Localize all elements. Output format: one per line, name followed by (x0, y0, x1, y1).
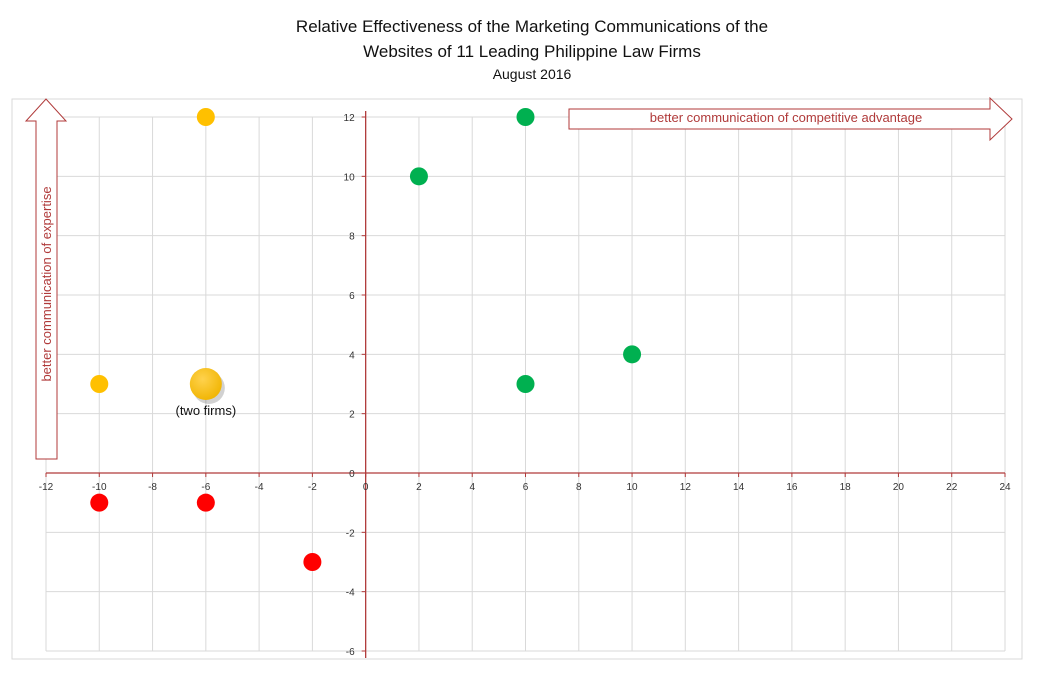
direction-arrows: better communication of competitive adva… (24, 96, 1013, 460)
y-tick-label: -4 (346, 588, 355, 599)
x-tick-label: 22 (946, 482, 958, 493)
y-tick-label: 0 (349, 469, 355, 480)
x-tick-label: 8 (576, 482, 582, 493)
x-tick-label: -6 (201, 482, 210, 493)
y-tick-label: 8 (349, 232, 355, 243)
y-tick-label: 4 (349, 350, 355, 361)
x-tick-label: 24 (999, 482, 1011, 493)
data-point-red (196, 493, 215, 512)
y-tick-label: 12 (344, 113, 356, 124)
data-point-green (409, 167, 428, 186)
chart-subtitle: August 2016 (492, 66, 572, 82)
x-tick-label: 0 (363, 482, 369, 493)
data-point-green (623, 345, 642, 364)
data-points: (two firms) (90, 108, 642, 571)
axes (45, 111, 1006, 658)
y-tick-label: -6 (346, 647, 355, 658)
x-tick-label: 10 (626, 482, 638, 493)
x-tick-label: 4 (469, 482, 475, 493)
data-point-yellow (196, 108, 215, 126)
data-point-red (90, 493, 109, 512)
x-tick-label: 16 (786, 482, 798, 493)
x-tick-label: 18 (840, 482, 852, 493)
x-tick-label: 2 (416, 482, 422, 493)
data-point-red (303, 553, 322, 571)
x-tick-label: 20 (893, 482, 905, 493)
x-tick-label: -4 (255, 482, 264, 493)
tick-labels: -12 -10 -8 -6 -4 -2 0 2 4 6 8 10 12 14 16 18 20 22 24-6-4-… (39, 113, 1011, 658)
point-annotation: (two firms) (175, 403, 236, 418)
data-point-large (189, 368, 222, 400)
x-tick-label: 12 (680, 482, 692, 493)
data-point-yellow (90, 375, 109, 393)
vertical-arrow-shape (24, 98, 68, 460)
y-tick-label: 2 (349, 410, 355, 421)
x-tick-label: -8 (148, 482, 157, 493)
y-tick-label: 6 (349, 291, 355, 302)
y-tick-label: 10 (344, 172, 356, 183)
vertical-arrow-label: better communication of expertise (39, 186, 54, 381)
x-tick-label: 14 (733, 482, 745, 493)
horizontal-arrow-label: better communication of competitive adva… (650, 110, 922, 125)
chart-title-block: Relative Effectiveness of the Marketing … (0, 14, 1042, 84)
y-tick-label: -2 (346, 528, 355, 539)
horizontal-arrow-shape (568, 96, 1013, 142)
chart-title-line-1: Relative Effectiveness of the Marketing … (295, 17, 769, 36)
x-tick-label: -12 (39, 482, 54, 493)
chart-area-border (11, 98, 1023, 660)
data-point-green (516, 375, 535, 393)
x-tick-label: -10 (92, 482, 107, 493)
x-tick-label: -2 (308, 482, 317, 493)
data-point-green (516, 108, 535, 126)
chart-title-line-2: Websites of 11 Leading Philippine Law Fi… (363, 42, 701, 61)
x-tick-label: 6 (523, 482, 529, 493)
